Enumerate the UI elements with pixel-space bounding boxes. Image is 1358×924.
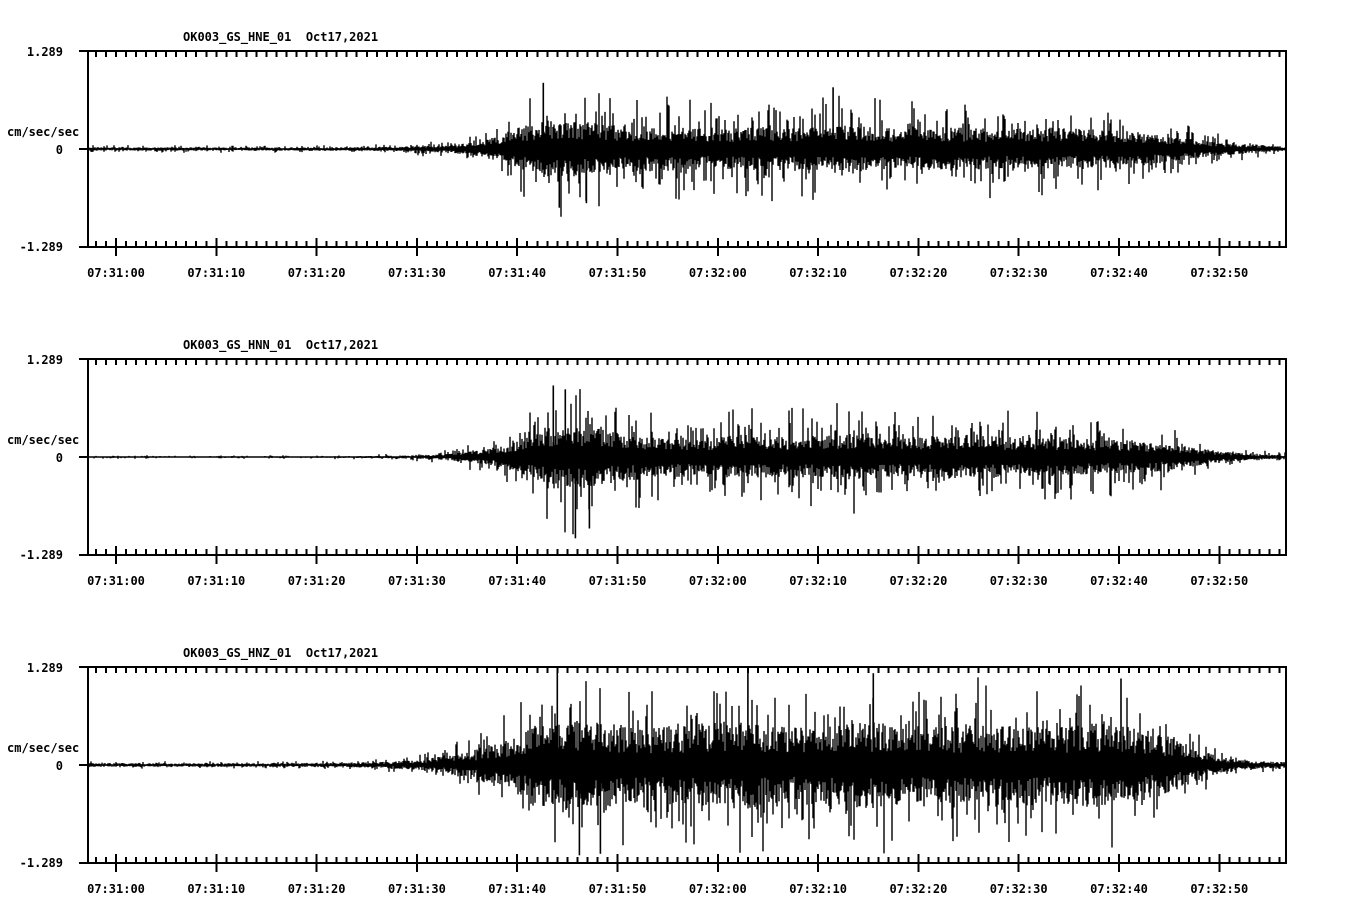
x-tick-label: 07:32:30: [990, 882, 1048, 896]
waveform-plot-hne: 07:31:00 07:31:10 07:31:20 07:31:30 07:31:40…: [79, 50, 1287, 280]
x-tick-label: 07:32:40: [1090, 574, 1148, 588]
y-axis-unit-label: cm/sec/sec: [7, 741, 80, 755]
x-tick-label: 07:31:50: [589, 882, 647, 896]
y-tick-label-min: -1.289: [19, 548, 63, 562]
x-tick-label: 07:32:00: [689, 882, 747, 896]
x-tick-label: 07:32:10: [789, 882, 847, 896]
chart-title: OK003_GS_HNZ_01 Oct17,2021: [183, 646, 379, 660]
x-tick-label: 07:32:50: [1190, 574, 1248, 588]
x-axis-labels: 07:31:00 07:31:10 07:31:20 07:31:30 07:31:40…: [87, 574, 1248, 588]
y-tick-label-zero: 0: [55, 759, 63, 773]
chart-title: OK003_GS_HNN_01 Oct17,2021: [183, 338, 379, 352]
x-tick-label: 07:31:20: [288, 266, 346, 280]
waveform-trace: [88, 677, 1286, 854]
waveform-trace: [88, 93, 1286, 217]
x-tick-label: 07:32:00: [689, 266, 747, 280]
x-tick-label: 07:31:20: [288, 882, 346, 896]
seismogram-panel-hnn: 07:31:00 07:31:10 07:31:20 07:31:30 07:31:40…: [0, 308, 1358, 616]
x-axis-labels: 07:31:00 07:31:10 07:31:20 07:31:30 07:31:40…: [87, 882, 1248, 896]
x-tick-label: 07:31:40: [488, 882, 546, 896]
x-tick-label: 07:32:30: [990, 266, 1048, 280]
x-tick-label: 07:31:30: [388, 574, 446, 588]
y-tick-label-min: -1.289: [19, 240, 63, 254]
x-tick-label: 07:31:50: [589, 266, 647, 280]
x-tick-label: 07:31:50: [589, 574, 647, 588]
chart-title: OK003_GS_HNE_01 Oct17,2021: [183, 30, 379, 44]
x-tick-label: 07:31:20: [288, 574, 346, 588]
seismogram-panel-hne: 07:31:00 07:31:10 07:31:20 07:31:30 07:31:40…: [0, 0, 1358, 308]
x-tick-label: 07:31:10: [187, 574, 245, 588]
x-tick-label: 07:32:50: [1190, 266, 1248, 280]
x-tick-label: 07:31:00: [87, 266, 145, 280]
y-axis-unit-label: cm/sec/sec: [7, 125, 80, 139]
x-tick-label: 07:32:40: [1090, 266, 1148, 280]
x-tick-label: 07:31:40: [488, 574, 546, 588]
x-tick-label: 07:32:40: [1090, 882, 1148, 896]
y-tick-label-max: 1.289: [26, 353, 63, 367]
x-tick-label: 07:32:10: [789, 574, 847, 588]
x-tick-label: 07:32:30: [990, 574, 1048, 588]
x-tick-label: 07:31:00: [87, 574, 145, 588]
x-tick-label: 07:32:50: [1190, 882, 1248, 896]
y-axis-unit-label: cm/sec/sec: [7, 433, 80, 447]
y-tick-label-zero: 0: [55, 143, 63, 157]
plot-frame: [79, 666, 1287, 872]
x-tick-label: 07:31:00: [87, 882, 145, 896]
waveform-plot-hnn: 07:31:00 07:31:10 07:31:20 07:31:30 07:31:40…: [79, 358, 1287, 588]
x-tick-label: 07:32:20: [890, 266, 948, 280]
x-tick-label: 07:31:30: [388, 266, 446, 280]
x-tick-label: 07:31:40: [488, 266, 546, 280]
x-tick-label: 07:32:10: [789, 266, 847, 280]
y-tick-label-zero: 0: [55, 451, 63, 465]
x-tick-label: 07:32:20: [890, 882, 948, 896]
waveform-trace: [88, 389, 1286, 535]
x-axis-labels: 07:31:00 07:31:10 07:31:20 07:31:30 07:31:40…: [87, 266, 1248, 280]
x-tick-label: 07:31:10: [187, 266, 245, 280]
x-tick-label: 07:32:20: [890, 574, 948, 588]
x-tick-label: 07:32:00: [689, 574, 747, 588]
x-tick-label: 07:31:10: [187, 882, 245, 896]
plot-frame: [79, 358, 1287, 564]
seismogram-panel-hnz: 07:31:00 07:31:10 07:31:20 07:31:30 07:31:40…: [0, 616, 1358, 924]
y-tick-label-min: -1.289: [19, 856, 63, 870]
x-tick-label: 07:31:30: [388, 882, 446, 896]
plot-frame: [79, 50, 1287, 256]
y-tick-label-max: 1.289: [26, 45, 63, 59]
y-tick-label-max: 1.289: [26, 661, 63, 675]
waveform-plot-hnz: 07:31:00 07:31:10 07:31:20 07:31:30 07:31:40…: [79, 666, 1287, 896]
